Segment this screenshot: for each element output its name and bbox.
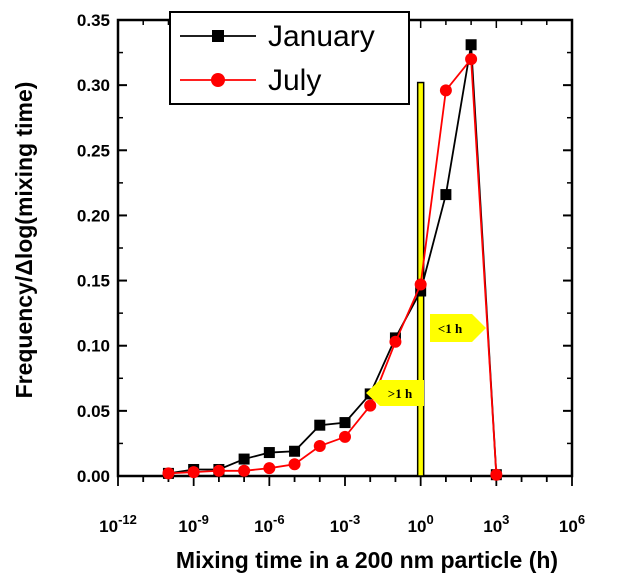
y-tick-label: 0.15	[77, 272, 110, 291]
data-point-july	[490, 468, 503, 481]
x-tick-label: 10-9	[178, 512, 208, 536]
data-point-july	[187, 466, 200, 479]
y-tick-label: 0.20	[77, 206, 110, 225]
x-axis-title: Mixing time in a 200 nm particle (h)	[176, 547, 558, 573]
data-point-january	[440, 189, 452, 201]
x-tick-label: 103	[483, 512, 509, 536]
annotation-label-left: >1 h	[388, 386, 413, 401]
x-tick-label: 10-3	[330, 512, 360, 536]
annotation-label-right: <1 h	[438, 321, 463, 336]
data-point-january	[238, 453, 250, 465]
data-point-july	[288, 458, 301, 471]
annotation-arrow-right	[430, 314, 486, 342]
series-line-january	[168, 44, 498, 475]
data-point-july	[465, 53, 478, 66]
data-point-january	[289, 445, 301, 457]
x-tick-label: 10-12	[99, 512, 137, 536]
data-point-july	[162, 467, 175, 480]
data-point-january	[263, 447, 275, 459]
y-tick-label: 0.00	[77, 467, 110, 486]
annotation-arrow-left	[366, 380, 424, 406]
y-tick-label: 0.35	[77, 11, 110, 30]
legend-label: July	[268, 64, 321, 97]
legend-label: January	[268, 20, 375, 53]
y-tick-label: 0.25	[77, 141, 110, 160]
data-point-july	[414, 278, 427, 291]
data-point-july	[389, 335, 402, 348]
data-point-july	[263, 462, 276, 475]
legend-marker	[212, 30, 224, 42]
legend-marker	[211, 73, 225, 87]
data-point-july	[212, 464, 225, 477]
y-tick-label: 0.05	[77, 402, 110, 421]
x-tick-label: 100	[408, 512, 434, 536]
data-point-july	[339, 430, 351, 443]
data-point-january	[339, 417, 351, 429]
y-tick-label: 0.10	[77, 337, 110, 356]
data-point-july	[238, 464, 251, 477]
x-tick-label: 106	[559, 512, 585, 536]
x-tick-label: 10-6	[254, 512, 284, 536]
series-line-july	[168, 56, 498, 475]
data-point-july	[439, 84, 452, 97]
y-tick-label: 0.30	[77, 76, 110, 95]
data-point-july	[364, 399, 377, 412]
data-point-january	[465, 39, 477, 51]
y-axis-title: Frequency/Δlog(mixing time)	[11, 82, 37, 399]
data-point-july	[313, 440, 326, 453]
data-point-january	[415, 285, 427, 297]
legend-box	[169, 11, 410, 105]
data-point-january	[314, 419, 326, 431]
